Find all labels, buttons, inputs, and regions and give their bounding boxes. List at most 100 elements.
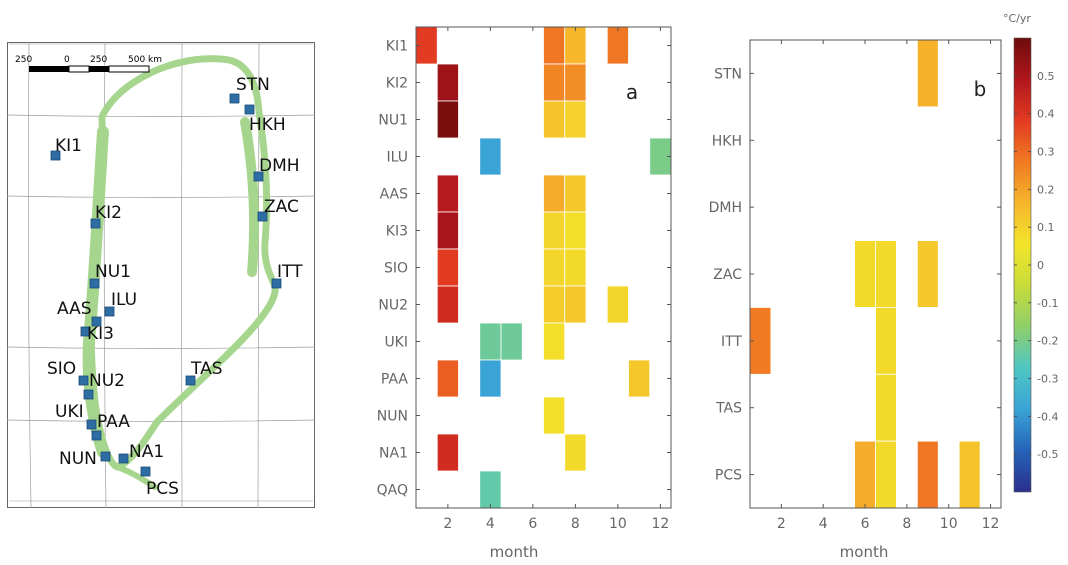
colorbar-tick-label: 0.1 <box>1037 221 1055 234</box>
station-label: TAS <box>190 359 223 379</box>
heatmap-cell <box>564 174 587 213</box>
station-label: NU2 <box>89 371 125 391</box>
heatmap-cell <box>436 248 459 287</box>
heatmap-cell <box>479 322 502 361</box>
heatmap-cell <box>543 26 566 65</box>
station-marker <box>257 211 268 222</box>
station-label: KI2 <box>95 203 122 223</box>
colorbar-tick-label: -0.2 <box>1037 335 1058 348</box>
station-marker <box>90 218 101 229</box>
heatmap-cell <box>436 211 459 250</box>
heatmap-cell <box>500 322 523 361</box>
station-label: PCS <box>146 479 179 499</box>
station-marker <box>271 278 282 289</box>
heatmap-cell <box>875 240 897 308</box>
heatmap-cell <box>564 211 587 250</box>
scale-label: 250 <box>90 55 107 65</box>
heatmap-cell <box>479 359 502 398</box>
station-label: AAS <box>57 299 92 319</box>
heatmap-cell <box>854 240 876 308</box>
month-tick-label: 4 <box>486 516 495 532</box>
month-tick-label: 2 <box>777 516 786 532</box>
heatmap-cell <box>875 307 897 375</box>
row-label: SIO <box>384 261 408 277</box>
station-markers: STN HKH KI1 DMH ZAC KI2 ITT NU1 ILU AAS … <box>47 75 303 499</box>
heatmap-b-month-ticks: 2 4 6 8 10 12 <box>777 516 1000 532</box>
heatmap-b-svg: STN HKH DMH ZAC ITT TAS PCS 2 4 6 8 10 12 b month 0… <box>709 12 1059 561</box>
heatmap-cell <box>564 63 587 102</box>
station-label: ILU <box>111 290 137 310</box>
station-marker <box>86 419 97 430</box>
heatmap-a-row-labels: KI1 KI2 NU1 ILU AAS KI3 SIO NU2 UKI PAA NUN NA1 QAQ <box>377 39 409 499</box>
station-label: KI1 <box>55 136 82 156</box>
scale-bar-segment <box>108 65 150 73</box>
heatmap-cell <box>564 248 587 287</box>
heatmap-cell <box>543 63 566 102</box>
heatmap-cell <box>543 248 566 287</box>
heatmap-cell <box>875 373 897 442</box>
row-label: NU2 <box>378 298 408 314</box>
heatmap-a-axes <box>415 26 672 509</box>
month-tick-label: 8 <box>571 516 580 532</box>
row-label: ILU <box>387 150 408 166</box>
heatmap-cell <box>436 100 459 139</box>
scale-bar: 250 0 250 500 km <box>15 55 162 73</box>
colorbar-tick-label: 0.2 <box>1037 183 1055 196</box>
heatmap-cell <box>875 440 897 509</box>
row-label: KI2 <box>386 76 408 92</box>
colorbar-tick-label: 0 <box>1037 259 1044 272</box>
scale-bar-segment <box>89 66 109 72</box>
scale-label: 500 km <box>128 55 162 65</box>
station-label: NU1 <box>95 262 131 282</box>
colorbar: 0.5 0.4 0.3 0.2 0.1 0 -0.1 -0.2 -0.3 -0.4 -0.5 °C/… <box>1003 12 1058 493</box>
row-label: ITT <box>721 334 742 350</box>
heatmap-panel-a: KI1 KI2 NU1 ILU AAS KI3 SIO NU2 UKI PAA NUN NA1 QAQ … <box>355 0 680 561</box>
station-label: ITT <box>277 262 303 282</box>
row-label: TAS <box>715 401 742 417</box>
station-marker <box>83 389 94 400</box>
station-label: NA1 <box>129 442 164 462</box>
x-axis-title: month <box>490 543 539 561</box>
colorbar-tick-label: 0.4 <box>1037 108 1055 121</box>
heatmap-cell <box>543 211 566 250</box>
station-marker <box>118 453 129 464</box>
heatmap-cell <box>958 440 981 509</box>
station-label: DMH <box>259 156 300 176</box>
heatmap-cell <box>436 359 459 398</box>
scale-bar-segment <box>68 65 90 73</box>
heatmap-cell <box>543 100 566 139</box>
heatmap-cell <box>543 285 566 324</box>
heatmap-cell <box>564 433 587 472</box>
row-label: KI3 <box>386 224 408 240</box>
heatmap-cell <box>543 174 566 213</box>
heatmap-cell <box>564 285 587 324</box>
heatmap-b-cells <box>749 39 981 509</box>
station-marker <box>185 375 196 386</box>
row-label: NU1 <box>378 113 408 129</box>
row-label: PCS <box>715 468 742 484</box>
heatmap-b-row-labels: STN HKH DMH ZAC ITT TAS PCS <box>709 66 743 483</box>
colorbar-tick-label: 0.3 <box>1037 146 1055 159</box>
station-marker <box>89 278 100 289</box>
station-marker <box>91 316 102 327</box>
month-tick-label: 10 <box>609 516 627 532</box>
heatmap-a-month-ticks: 2 4 6 8 10 12 <box>443 516 669 532</box>
heatmap-cell <box>606 285 629 324</box>
month-tick-label: 6 <box>528 516 537 532</box>
month-tick-label: 12 <box>651 516 669 532</box>
panel-label: b <box>974 77 987 101</box>
colorbar-ticks: 0.5 0.4 0.3 0.2 0.1 0 -0.1 -0.2 -0.3 -0.4 -0.5 <box>1014 70 1058 461</box>
heatmap-cell <box>916 39 939 108</box>
scale-label: 0 <box>64 55 70 65</box>
month-tick-label: 6 <box>861 516 870 532</box>
station-marker <box>244 104 255 115</box>
heatmap-cell <box>564 26 587 65</box>
station-label: HKH <box>249 115 286 135</box>
month-tick-label: 2 <box>443 516 452 532</box>
heatmap-b-axes <box>749 39 1002 509</box>
station-marker <box>253 171 264 182</box>
station-label: NUN <box>59 449 97 469</box>
colorbar-tick-label: -0.4 <box>1037 410 1058 423</box>
station-map: 250 0 250 500 km STN HKH KI1 DMH ZAC KI2… <box>6 41 316 509</box>
colorbar-tick-label: -0.1 <box>1037 297 1058 310</box>
